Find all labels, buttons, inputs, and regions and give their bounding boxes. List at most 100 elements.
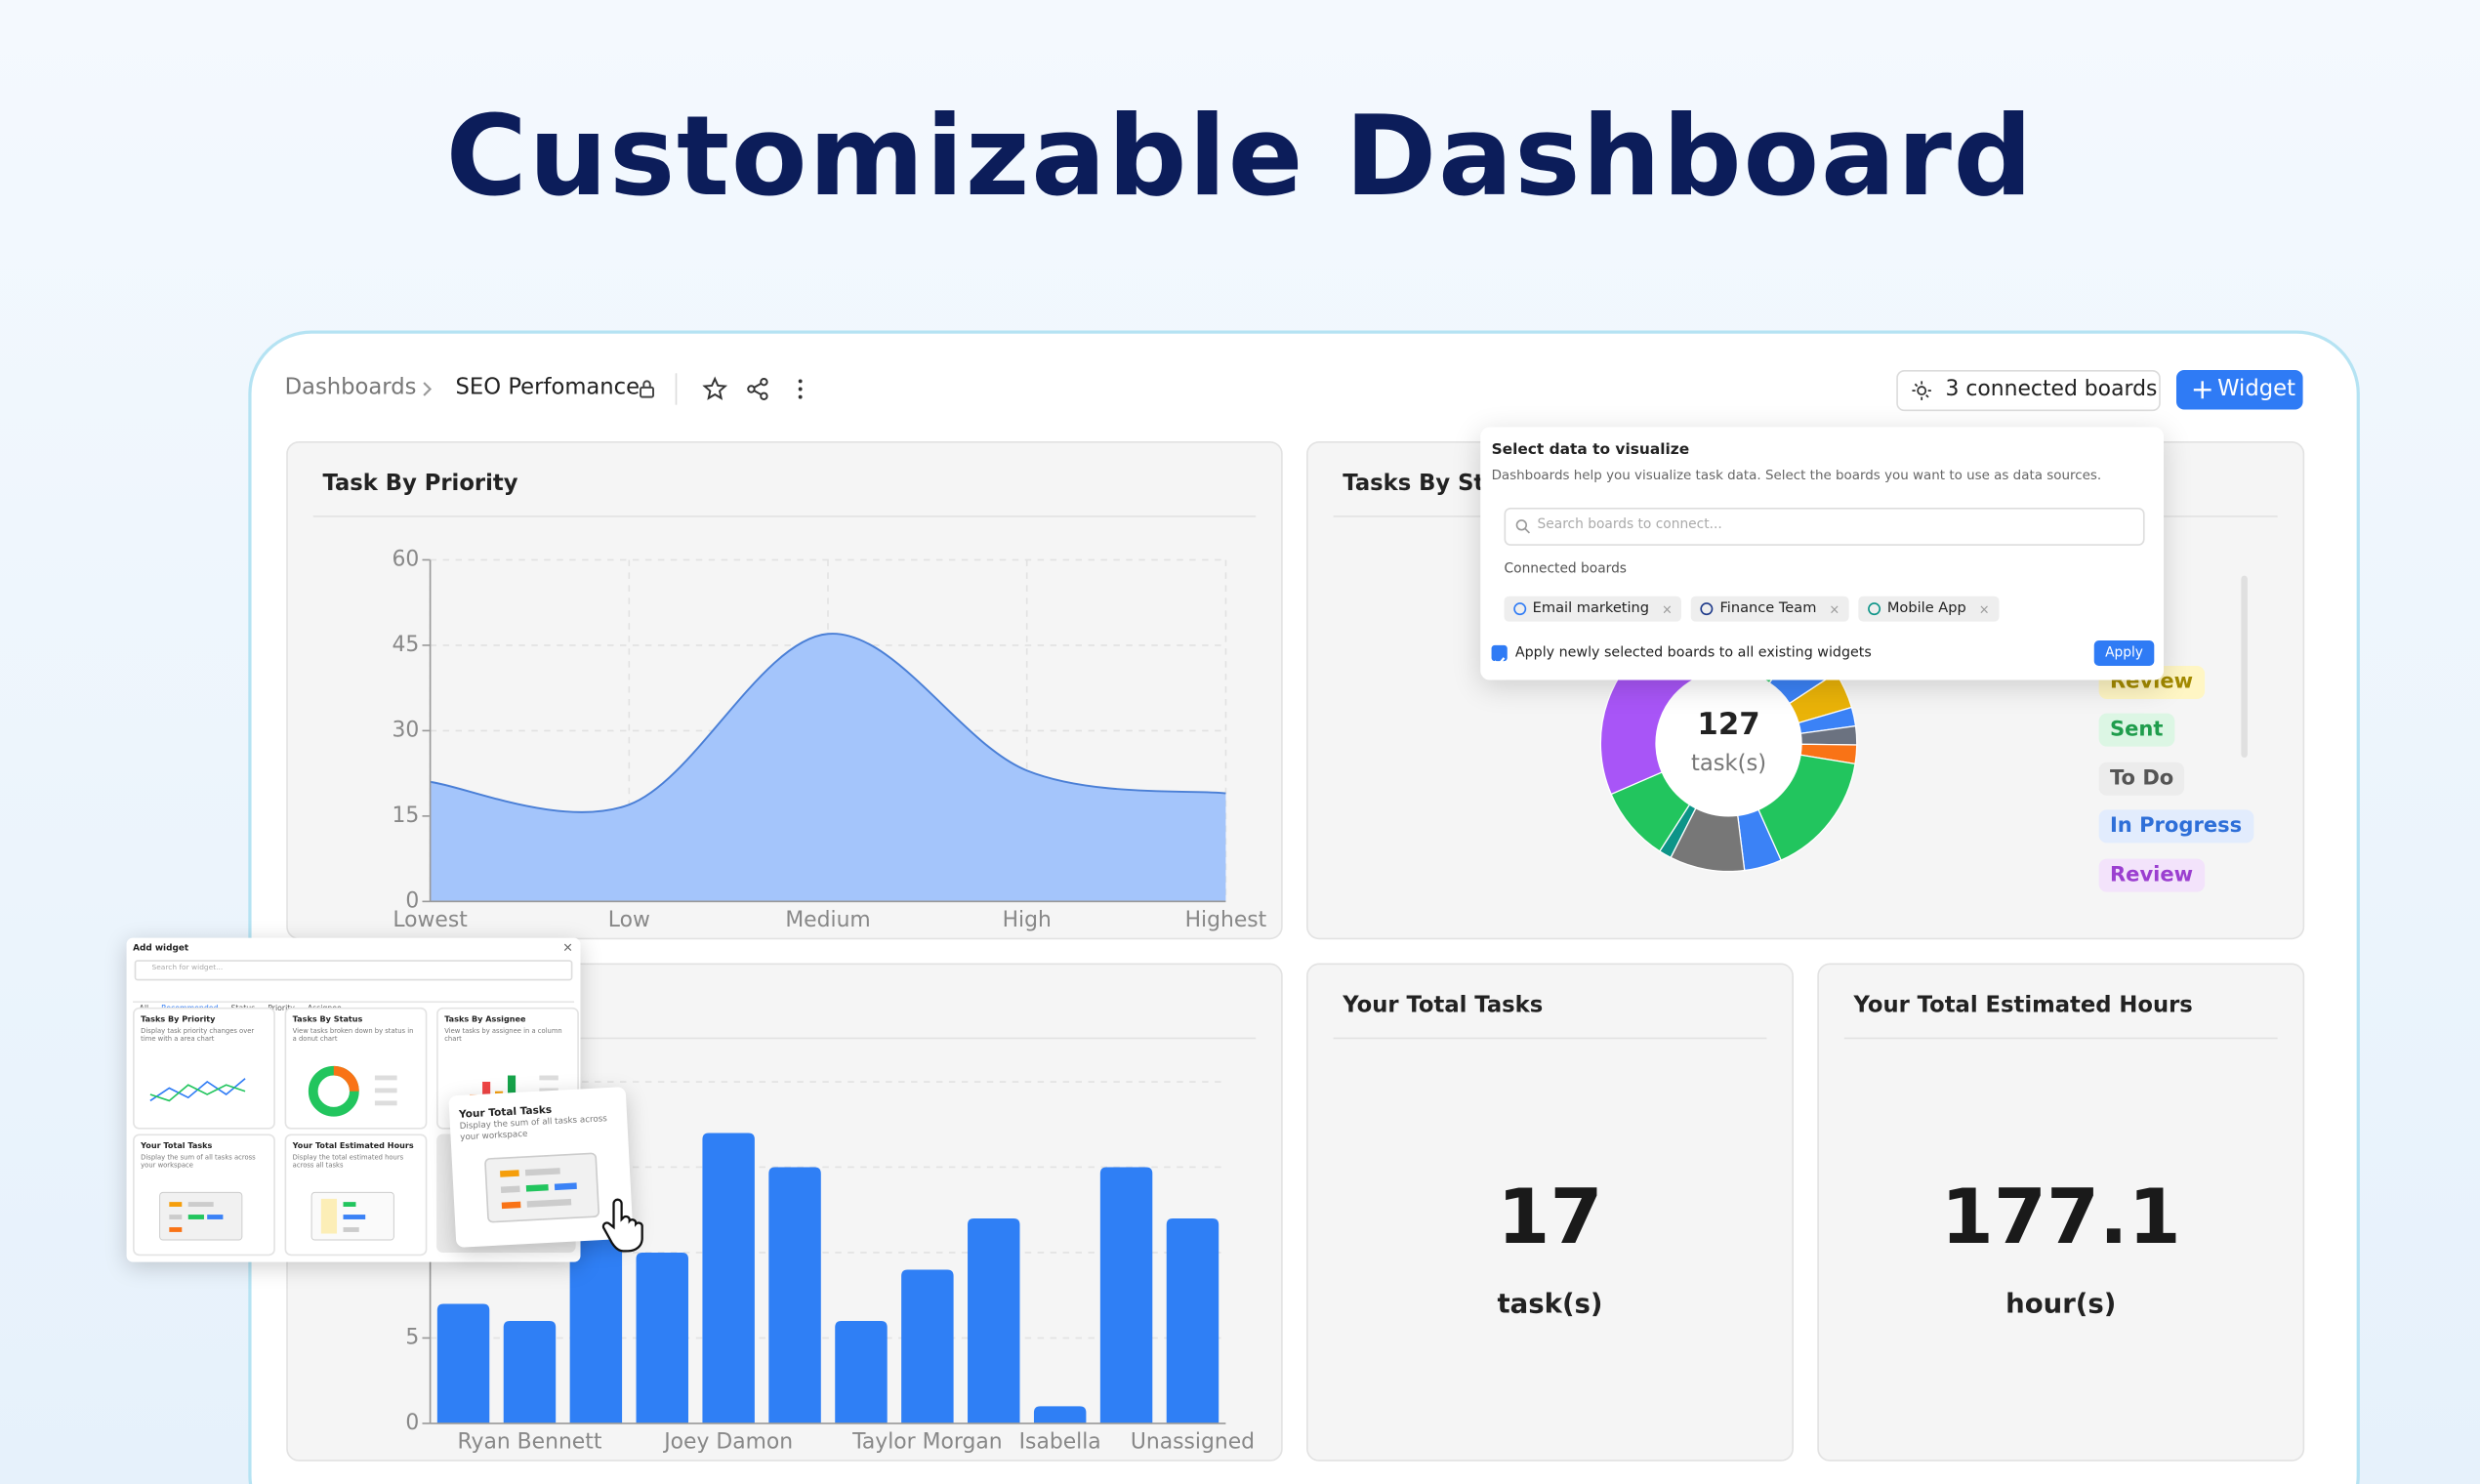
plug-icon bbox=[1912, 381, 1931, 400]
section-label: Connected boards bbox=[1504, 561, 1627, 578]
y-tick-label: 30 bbox=[392, 718, 419, 742]
x-tick-label: Highest bbox=[1185, 908, 1267, 932]
tab[interactable]: Priority bbox=[268, 1006, 295, 1014]
separator bbox=[312, 515, 1257, 517]
y-tick-label: 60 bbox=[392, 547, 419, 571]
legend-item: Sent bbox=[2098, 714, 2174, 748]
search-placeholder: Search boards to connect... bbox=[1537, 516, 1722, 533]
x-tick-label: Medium bbox=[785, 908, 870, 932]
widget-card[interactable]: Your Total Estimated Hours Display the to… bbox=[284, 1134, 428, 1257]
search-placeholder: Search for widget... bbox=[151, 965, 224, 973]
bar bbox=[503, 1320, 557, 1423]
more-icon[interactable] bbox=[794, 377, 806, 402]
search-box[interactable]: Search for widget... bbox=[134, 960, 573, 981]
popup-title: Add widget bbox=[133, 944, 189, 954]
breadcrumb-current: SEO Perfomance bbox=[455, 374, 641, 400]
x-tick-label: High bbox=[1003, 908, 1052, 932]
board-chip[interactable]: Mobile App × bbox=[1858, 596, 2000, 622]
board-icon bbox=[1513, 602, 1527, 616]
widget-card[interactable]: Your Total Tasks Display the sum of all t… bbox=[133, 1134, 275, 1257]
board-name: Email marketing bbox=[1532, 600, 1650, 617]
stat-unit: hour(s) bbox=[2005, 1289, 2117, 1321]
area bbox=[430, 634, 1226, 902]
add-widget-button[interactable]: Widget bbox=[2175, 370, 2303, 410]
card-title: Your Total Estimated Hours bbox=[1853, 993, 2193, 1019]
connect-popup: Select data to visualize Dashboards help… bbox=[1480, 427, 2165, 680]
bar bbox=[768, 1167, 821, 1423]
board-chips: Email marketing × Finance Team × Mobile App × bbox=[1504, 592, 2009, 622]
total-hours-card: Your Total Estimated Hours 177.1 hour(s) bbox=[1817, 963, 2305, 1462]
checkbox[interactable] bbox=[1491, 644, 1508, 667]
x-tick-label: Joey Damon bbox=[662, 1429, 793, 1454]
divider bbox=[675, 373, 678, 405]
separator bbox=[312, 1037, 1257, 1040]
bar bbox=[968, 1217, 1020, 1423]
bar bbox=[835, 1320, 888, 1423]
scrollbar bbox=[2241, 575, 2248, 758]
thumbnail bbox=[149, 1078, 246, 1102]
card-description: View tasks broken down by status in a do… bbox=[292, 1026, 414, 1043]
board-chip[interactable]: Email marketing × bbox=[1504, 596, 1682, 622]
donut-center-label: task(s) bbox=[1691, 751, 1766, 776]
hero-title: Customizable Dashboard bbox=[445, 91, 2035, 222]
bar bbox=[436, 1303, 490, 1423]
add-widget-label: Widget bbox=[2217, 376, 2295, 402]
legend-item: To Do bbox=[2098, 762, 2185, 796]
popup-title: Select data to visualize bbox=[1491, 440, 1690, 459]
stat-value: 17 bbox=[1497, 1173, 1603, 1262]
y-tick-label: 5 bbox=[405, 1325, 419, 1349]
area-line bbox=[430, 633, 1226, 813]
legend-item: Review bbox=[2098, 857, 2205, 891]
card-title: Your Total Tasks bbox=[1343, 993, 1544, 1019]
x-tick-label: Low bbox=[608, 908, 650, 932]
x-tick-label: Ryan Bennett bbox=[458, 1429, 602, 1454]
separator bbox=[1333, 1037, 1767, 1040]
thumbnail bbox=[310, 1191, 394, 1241]
lock-icon[interactable] bbox=[636, 378, 658, 400]
thumbnail bbox=[484, 1152, 599, 1223]
star-icon[interactable] bbox=[702, 376, 728, 402]
check-icon bbox=[1494, 657, 1506, 667]
bar bbox=[636, 1252, 688, 1423]
donut-hole bbox=[1656, 670, 1802, 816]
share-icon[interactable] bbox=[745, 377, 770, 402]
x-tick-label: Taylor Morgan bbox=[851, 1429, 1002, 1454]
card-title: Your Total Estimated Hours bbox=[292, 1141, 414, 1152]
bar bbox=[702, 1133, 755, 1423]
breadcrumb-root[interactable]: Dashboards bbox=[284, 374, 417, 400]
connected-boards-label: 3 connected boards bbox=[1945, 376, 2158, 402]
widget-card[interactable]: Tasks By Status View tasks broken down by… bbox=[284, 1007, 428, 1130]
checkbox-label: Apply newly selected boards to all exist… bbox=[1514, 644, 1872, 662]
board-chip[interactable]: Finance Team × bbox=[1691, 596, 1849, 622]
stat-unit: task(s) bbox=[1497, 1289, 1603, 1321]
bar bbox=[1033, 1406, 1087, 1423]
card-description: Display the sum of all tasks across your… bbox=[141, 1152, 256, 1170]
thumbnail bbox=[159, 1191, 243, 1241]
connected-boards-button[interactable]: 3 connected boards bbox=[1896, 370, 2161, 412]
popup-description: Dashboards help you visualize task data.… bbox=[1491, 466, 2102, 483]
bar bbox=[1166, 1217, 1219, 1423]
cursor-hand bbox=[601, 1198, 643, 1253]
legend-item: In Progress bbox=[2098, 809, 2253, 844]
close-icon[interactable] bbox=[563, 942, 573, 952]
y-tick-label: 0 bbox=[405, 888, 419, 913]
search-box[interactable]: Search boards to connect... bbox=[1504, 507, 2145, 546]
card-title: Task By Priority bbox=[322, 471, 518, 497]
bar bbox=[1099, 1167, 1153, 1423]
dragged-widget-card[interactable]: Your Total Tasks Display the sum of all … bbox=[448, 1087, 634, 1248]
y-tick-label: 0 bbox=[405, 1411, 419, 1435]
plus-icon bbox=[2193, 381, 2211, 399]
stat-value: 177.1 bbox=[1940, 1173, 2181, 1262]
board-name: Mobile App bbox=[1886, 600, 1966, 617]
card-title: Tasks By Status bbox=[292, 1014, 363, 1025]
apply-button[interactable]: Apply bbox=[2093, 640, 2155, 666]
total-tasks-card: Your Total Tasks 17 task(s) bbox=[1306, 963, 1794, 1462]
x-tick-label: Unassigned bbox=[1131, 1429, 1255, 1454]
card-title: Your Total Tasks bbox=[141, 1141, 213, 1152]
card-description: Display the total estimated hours across… bbox=[292, 1152, 404, 1170]
widget-card[interactable]: Tasks By Priority Display task priority c… bbox=[133, 1007, 275, 1130]
card-title: Tasks By Assignee bbox=[444, 1014, 526, 1025]
board-name: Finance Team bbox=[1719, 600, 1817, 617]
